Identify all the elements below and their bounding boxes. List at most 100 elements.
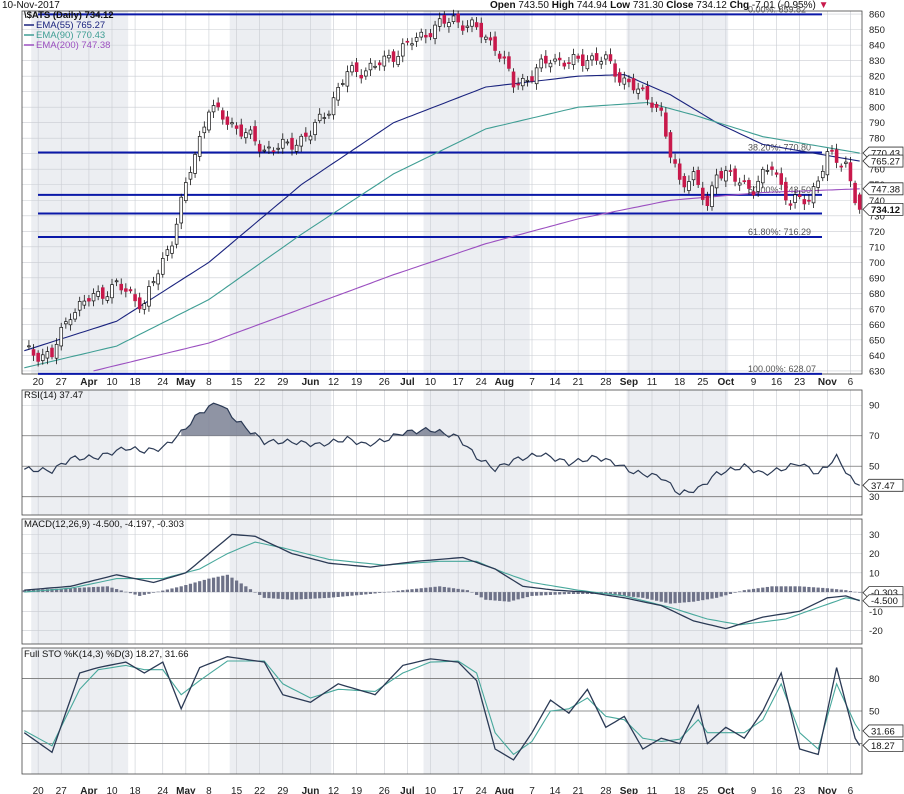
- macd-histogram-bar: [475, 592, 479, 595]
- macd-histogram-bar: [488, 592, 493, 601]
- candle-body: [257, 143, 262, 152]
- macd-histogram-bar: [248, 589, 253, 593]
- macd-histogram-bar: [484, 592, 488, 600]
- x-tick-label: Apr: [80, 786, 97, 794]
- macd-histogram-bar: [493, 592, 497, 601]
- candle-body: [73, 312, 77, 320]
- candle-body: [571, 54, 576, 66]
- x-tick-label: Apr: [80, 377, 97, 388]
- candle-body: [179, 196, 184, 224]
- month-shade: [31, 519, 129, 644]
- candle-body: [142, 303, 147, 310]
- macd-histogram-bar: [641, 592, 645, 598]
- candle-body: [91, 293, 96, 302]
- macd-histogram-bar: [50, 589, 54, 593]
- value-marker-box: [862, 202, 904, 216]
- candle-body: [774, 172, 779, 175]
- macd-histogram-bar: [322, 592, 326, 599]
- macd-histogram-bar: [235, 580, 239, 593]
- candle-body: [733, 168, 737, 182]
- candle-body: [488, 37, 493, 41]
- x-tick-label: 18: [674, 377, 686, 388]
- candle-body: [677, 163, 682, 180]
- macd-histogram-bar: [211, 577, 216, 593]
- macd-histogram-bar: [844, 590, 848, 593]
- candle-body: [802, 199, 807, 205]
- candle-body: [807, 199, 811, 202]
- y-tick-label: 730: [869, 211, 885, 222]
- x-tick-label: 25: [697, 377, 709, 388]
- candle-body: [562, 62, 567, 67]
- macd-histogram-bar: [848, 590, 853, 593]
- candle-body: [664, 112, 668, 137]
- macd-histogram-bar: [331, 592, 336, 598]
- macd-histogram-bar: [438, 586, 442, 593]
- chg-value: -7.01 (-0.95%): [751, 0, 816, 11]
- candle-body: [844, 161, 848, 164]
- candle-body: [700, 187, 705, 200]
- candle-body: [673, 159, 677, 164]
- macd-histogram-bar: [207, 578, 211, 593]
- macd-histogram-bar: [184, 585, 188, 593]
- candle-body: [105, 296, 110, 301]
- macd-histogram-bar: [631, 592, 636, 597]
- candle-body: [391, 51, 396, 62]
- macd-histogram-bar: [345, 592, 349, 597]
- macd-histogram-bar: [622, 592, 626, 596]
- macd-histogram-bar: [105, 586, 109, 593]
- month-shade: [229, 11, 332, 374]
- candle-body: [396, 56, 400, 65]
- month-shade: [31, 11, 129, 374]
- value-marker-text: 37.47: [871, 481, 895, 492]
- x-tick-label: 24: [157, 786, 169, 794]
- panel-1: 6306406506606706806907007107207307407507…: [21, 10, 885, 377]
- y-tick-label: 820: [869, 72, 885, 83]
- macd-histogram-bar: [835, 589, 839, 593]
- macd-histogram-bar: [645, 592, 649, 599]
- month-shade: [423, 390, 530, 515]
- x-tick-label: 17: [453, 786, 465, 794]
- macd-histogram-bar: [410, 589, 414, 593]
- macd-histogram-bar: [378, 592, 382, 593]
- x-axis-top: 20 27 Apr 10 18 24 May 8 15 22 29 Jun 12 19 26 Jul 10 17 2…: [33, 377, 854, 388]
- candle-body: [834, 149, 839, 163]
- candle-body: [857, 194, 862, 210]
- candle-body: [691, 171, 696, 181]
- macd-histogram-bar: [244, 586, 248, 593]
- candle-body: [724, 170, 728, 182]
- x-tick-label: 11: [647, 377, 658, 388]
- candle-body: [220, 110, 225, 120]
- candle-body: [147, 286, 151, 307]
- y-tick-label: 90: [869, 401, 880, 412]
- x-tick-label: 14: [550, 377, 562, 388]
- candle-body: [151, 281, 156, 284]
- candle-body: [765, 170, 770, 172]
- macd-histogram-bar: [447, 587, 451, 593]
- candle-body: [793, 194, 797, 203]
- x-tick-label: 12: [328, 786, 340, 794]
- candle-body: [484, 36, 488, 40]
- rsi-title: RSI(14) 37.47: [24, 390, 83, 401]
- candle-body: [202, 126, 207, 134]
- month-shade: [626, 390, 729, 515]
- macd-histogram-bar: [170, 588, 174, 593]
- macd-histogram-bar: [535, 592, 539, 596]
- candle-body: [576, 55, 580, 59]
- macd-histogram-bar: [179, 586, 183, 593]
- macd-histogram-bar: [728, 592, 733, 594]
- candle-body: [728, 170, 733, 172]
- fib-level-label: 50.00%: 743.50: [748, 185, 811, 195]
- x-tick-label: Aug: [495, 377, 514, 388]
- macd-signal-line: [24, 541, 860, 626]
- y-tick-label: 30: [869, 530, 880, 541]
- candle-body: [373, 65, 377, 68]
- candle-body: [654, 104, 659, 108]
- candle-body: [82, 300, 87, 306]
- macd-histogram-bar: [262, 592, 266, 598]
- macd-histogram-bar: [775, 586, 779, 593]
- month-shade: [626, 519, 729, 644]
- value-marker-text: 734.12: [871, 205, 900, 216]
- candle-body: [631, 78, 636, 91]
- macd-histogram-bar: [691, 592, 696, 602]
